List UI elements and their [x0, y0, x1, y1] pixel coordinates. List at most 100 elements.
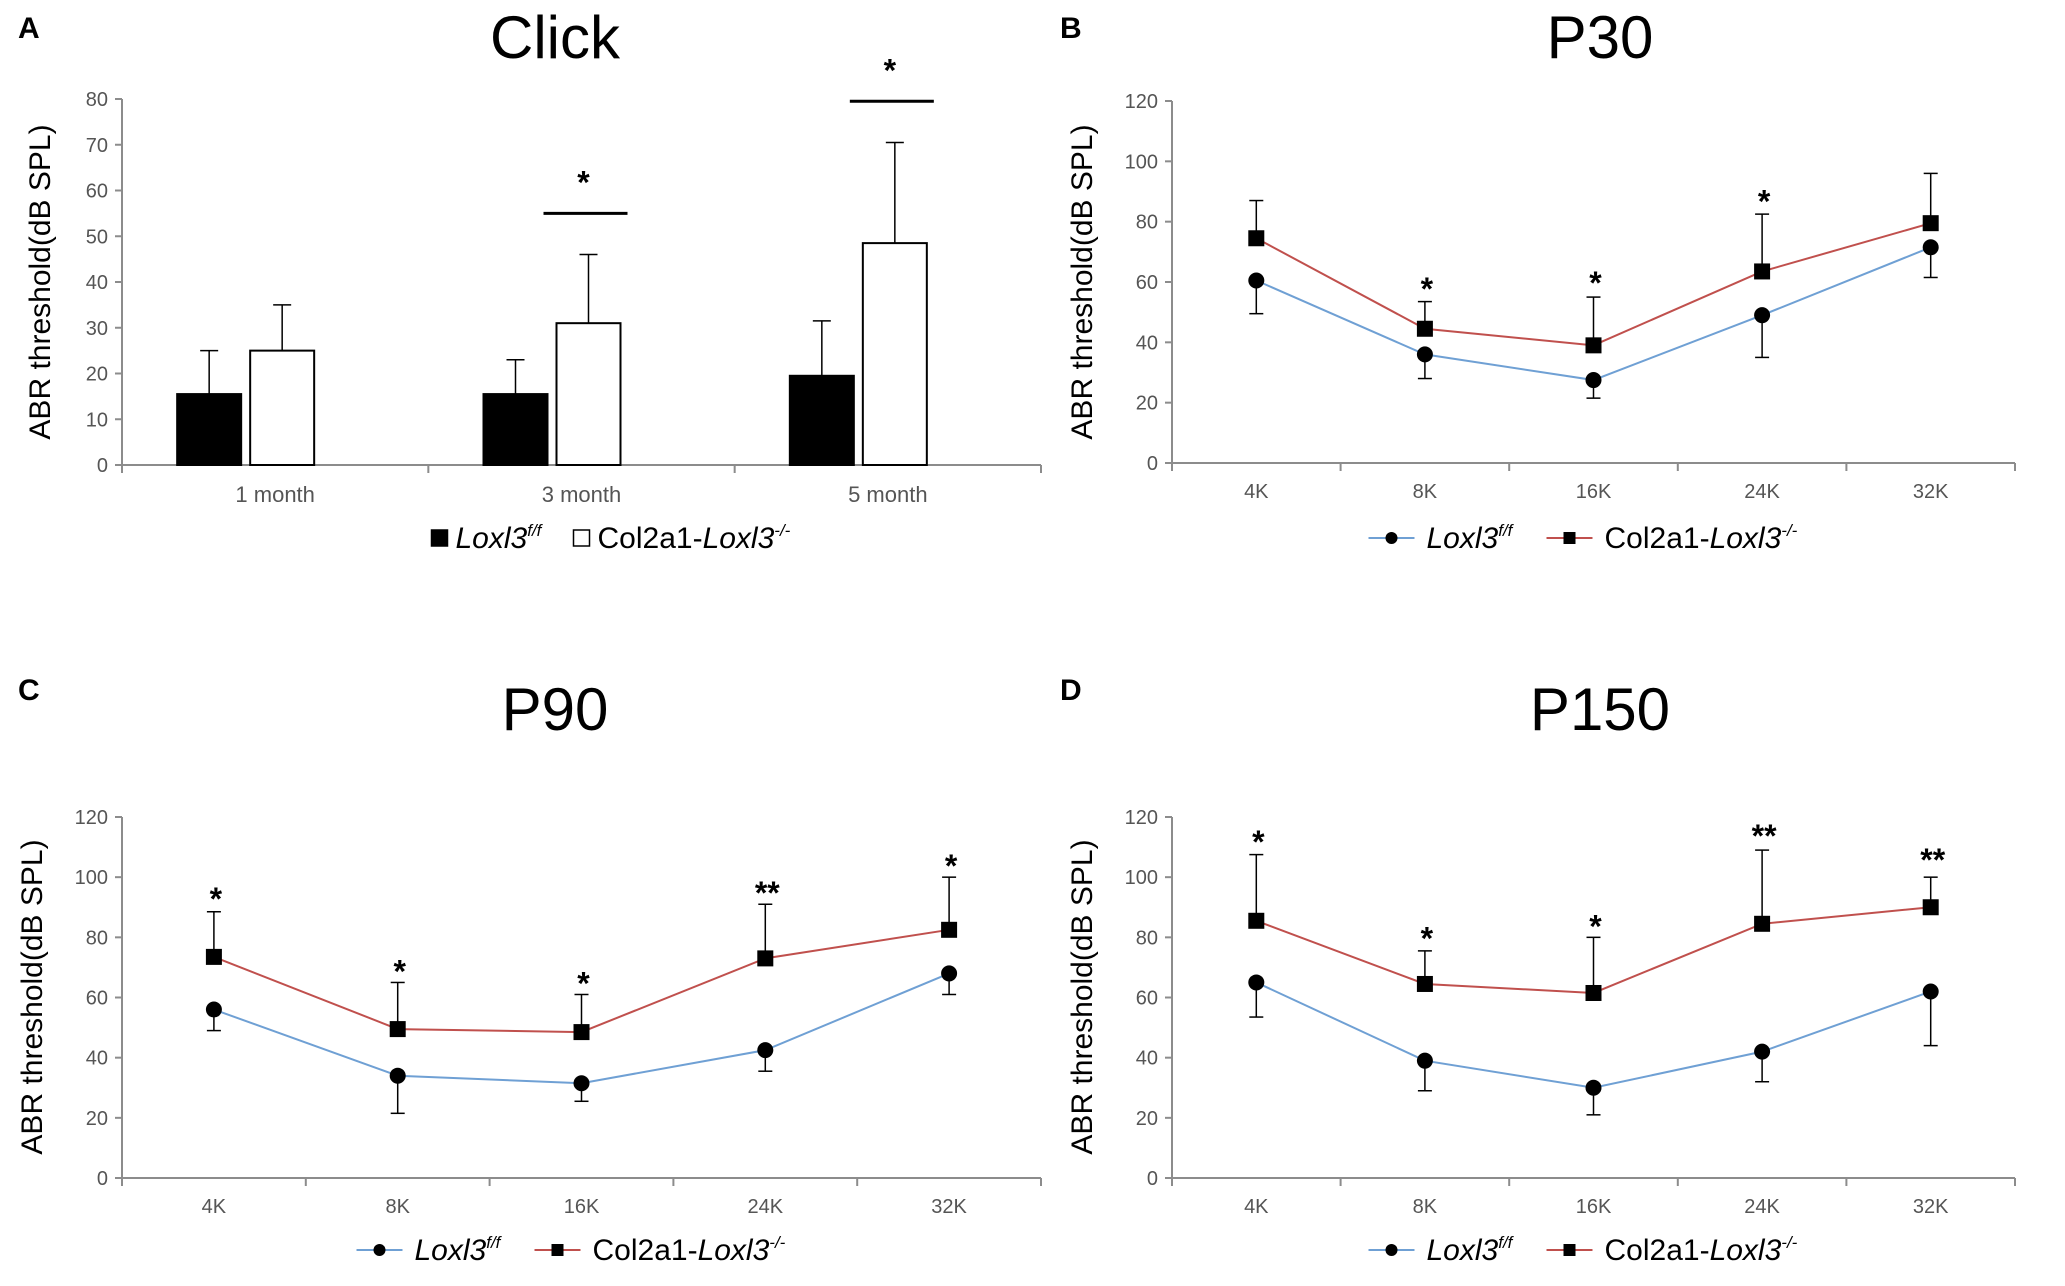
- panel-b-p30-line-chart: B P30 ABR threshold(dB SPL) 0 20 40 60 80 100 120…: [1060, 4, 2016, 555]
- data-point-square: [1585, 337, 1602, 354]
- y-tick-label: 20: [1136, 1108, 1158, 1130]
- legend-main: Loxl3: [703, 522, 775, 555]
- x-tick-label: 32K: [1913, 481, 1949, 503]
- significance-star: *: [945, 848, 958, 884]
- legend-marker-circle: [1385, 532, 1398, 544]
- legend-sup: f/f: [1498, 521, 1514, 540]
- significance-star: **: [755, 875, 780, 911]
- bar: [788, 374, 855, 467]
- panel-c-p90-line-chart: C P90 ABR threshold(dB SPL) 0 20 40 60 80 100 120…: [16, 674, 1042, 1267]
- y-tick-label: 40: [86, 1048, 108, 1070]
- panel-letter: B: [1060, 12, 1082, 45]
- y-tick-label: 100: [75, 867, 108, 889]
- significance-star: *: [884, 52, 897, 88]
- y-tick-label: 80: [1136, 212, 1158, 234]
- y-axis-label: ABR threshold(dB SPL): [1066, 839, 1099, 1154]
- x-tick-label: 4K: [1244, 1196, 1269, 1218]
- y-axis-label: ABR threshold(dB SPL): [16, 839, 49, 1154]
- y-tick-label: 80: [86, 927, 108, 949]
- y-tick-label: 30: [86, 318, 108, 340]
- y-axis-label: ABR threshold(dB SPL): [24, 124, 57, 439]
- data-point-square: [1585, 984, 1602, 1001]
- y-tick-label: 20: [86, 1108, 108, 1130]
- legend-label: Loxl3f/f: [415, 1233, 503, 1267]
- legend: Loxl3f/f Col2a1-Loxl3-/-: [356, 1233, 786, 1267]
- legend-sup: f/f: [1498, 1233, 1514, 1252]
- chart-title: P30: [1547, 4, 1654, 71]
- x-tick-label: 5 month: [848, 482, 928, 507]
- x-tick-label: 24K: [1744, 1196, 1780, 1218]
- y-tick-label: 60: [1136, 988, 1158, 1010]
- y-tick-label: 0: [1147, 1168, 1158, 1190]
- legend-swatch: [572, 529, 591, 547]
- x-tick-label: 16K: [564, 1196, 600, 1218]
- x-tick-label: 3 month: [542, 482, 622, 507]
- legend-prefix: Col2a1-: [598, 522, 703, 555]
- data-point-square: [389, 1021, 406, 1038]
- data-point-square: [1922, 899, 1939, 916]
- data-point-circle: [573, 1075, 590, 1092]
- data-point-square: [1248, 912, 1265, 929]
- legend: Loxl3f/f Col2a1-Loxl3-/-: [430, 521, 791, 555]
- bar: [482, 393, 549, 466]
- significance-star: *: [1421, 920, 1434, 956]
- y-tick-label: 100: [1125, 151, 1158, 173]
- legend-main: Loxl3: [698, 1234, 770, 1267]
- y-tick-label: 80: [86, 89, 108, 111]
- data-point-circle: [1248, 974, 1265, 991]
- data-point-circle: [1754, 1043, 1771, 1060]
- bar: [249, 349, 316, 466]
- x-tick-label: 4K: [202, 1196, 227, 1218]
- legend-marker-circle: [1385, 1244, 1398, 1256]
- y-tick-label: 100: [1125, 867, 1158, 889]
- significance-star: **: [1752, 818, 1777, 854]
- data-point-circle: [1585, 372, 1602, 389]
- data-point-circle: [1922, 239, 1939, 256]
- legend-sup: -/-: [1781, 1233, 1797, 1252]
- y-tick-label: 120: [75, 807, 108, 829]
- chart-title: P150: [1530, 676, 1670, 743]
- y-tick-label: 120: [1125, 807, 1158, 829]
- y-tick-label: 60: [86, 988, 108, 1010]
- y-tick-label: 80: [1136, 927, 1158, 949]
- data-point-circle: [1416, 346, 1433, 363]
- legend-prefix: Col2a1-: [1605, 522, 1710, 555]
- legend-prefix: Col2a1-: [593, 1234, 698, 1267]
- legend-sup: f/f: [486, 1233, 502, 1252]
- legend-sup: -/-: [1781, 521, 1797, 540]
- bar: [861, 242, 928, 466]
- x-tick-label: 32K: [1913, 1196, 1949, 1218]
- y-tick-label: 0: [97, 455, 108, 477]
- data-point-square: [941, 921, 958, 938]
- legend-label: Loxl3f/f: [1427, 521, 1515, 555]
- legend-marker-square: [1563, 1244, 1576, 1256]
- legend-prefix: Col2a1-: [1605, 1234, 1710, 1267]
- y-tick-label: 120: [1125, 91, 1158, 113]
- significance-star: *: [393, 953, 406, 989]
- data-point-circle: [1922, 983, 1939, 1000]
- data-point-circle: [1585, 1079, 1602, 1096]
- x-tick-label: 8K: [385, 1196, 410, 1218]
- legend-main: Loxl3: [456, 522, 528, 555]
- significance-star: *: [1252, 824, 1265, 860]
- y-tick-label: 0: [1147, 453, 1158, 475]
- y-tick-label: 40: [1136, 332, 1158, 354]
- legend-swatch: [430, 529, 449, 547]
- significance-star: *: [1421, 271, 1434, 307]
- y-tick-label: 20: [1136, 393, 1158, 415]
- panel-letter: A: [18, 12, 40, 45]
- y-tick-label: 10: [86, 409, 108, 431]
- data-point-square: [1416, 975, 1433, 992]
- y-axis-label: ABR threshold(dB SPL): [1066, 124, 1099, 439]
- legend-marker-square: [1563, 532, 1576, 544]
- chart-title: Click: [490, 4, 621, 71]
- panel-letter: C: [18, 674, 40, 707]
- legend-main: Loxl3: [1710, 522, 1782, 555]
- y-tick-label: 20: [86, 364, 108, 386]
- significance-star: *: [577, 164, 590, 200]
- legend-main: Loxl3: [415, 1234, 487, 1267]
- x-tick-label: 24K: [1744, 481, 1780, 503]
- legend-label: Col2a1-Loxl3-/-: [1605, 1233, 1798, 1267]
- x-tick-label: 24K: [748, 1196, 784, 1218]
